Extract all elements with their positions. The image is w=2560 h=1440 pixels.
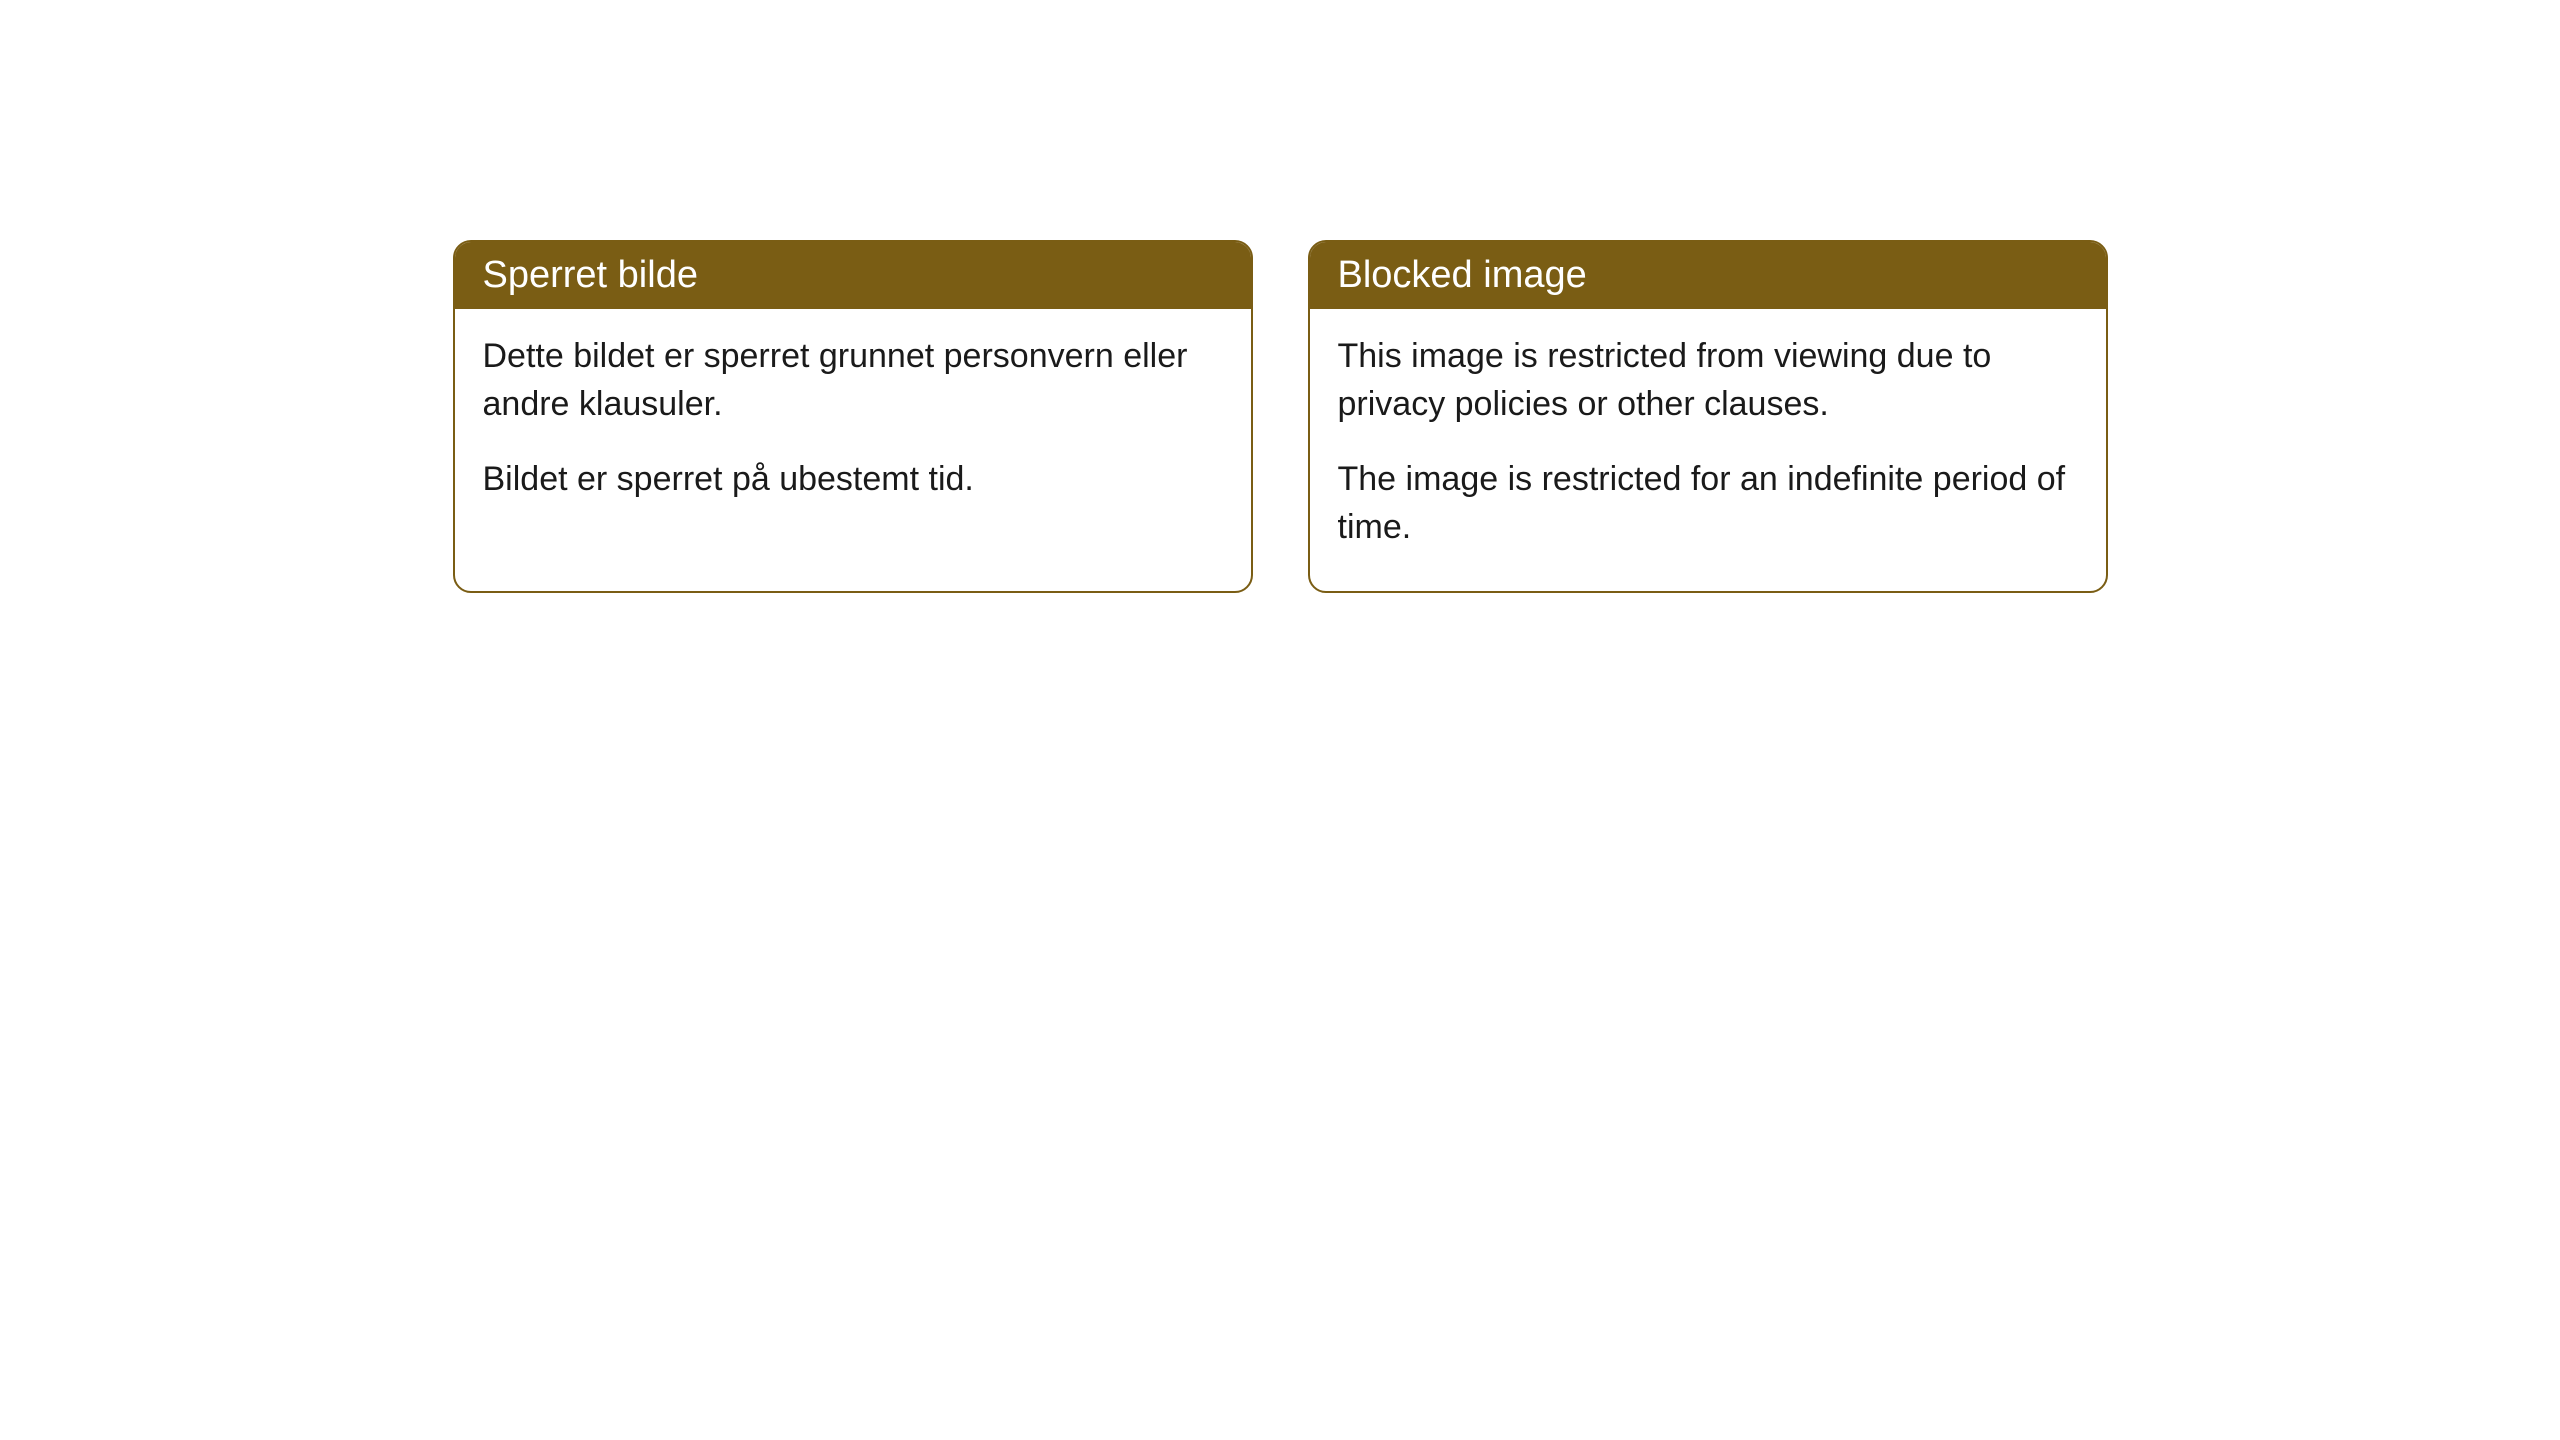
card-body-norwegian: Dette bildet er sperret grunnet personve… — [455, 309, 1251, 544]
card-text-norwegian-1: Dette bildet er sperret grunnet personve… — [483, 333, 1223, 428]
blocked-image-card-english: Blocked image This image is restricted f… — [1308, 240, 2108, 593]
blocked-image-card-norwegian: Sperret bilde Dette bildet er sperret gr… — [453, 240, 1253, 593]
card-text-norwegian-2: Bildet er sperret på ubestemt tid. — [483, 456, 1223, 504]
notice-cards-container: Sperret bilde Dette bildet er sperret gr… — [450, 240, 2110, 593]
card-text-english-2: The image is restricted for an indefinit… — [1338, 456, 2078, 551]
card-title-norwegian: Sperret bilde — [483, 254, 698, 296]
card-title-english: Blocked image — [1338, 254, 1587, 296]
card-header-norwegian: Sperret bilde — [455, 242, 1251, 309]
card-header-english: Blocked image — [1310, 242, 2106, 309]
card-text-english-1: This image is restricted from viewing du… — [1338, 333, 2078, 428]
card-body-english: This image is restricted from viewing du… — [1310, 309, 2106, 591]
